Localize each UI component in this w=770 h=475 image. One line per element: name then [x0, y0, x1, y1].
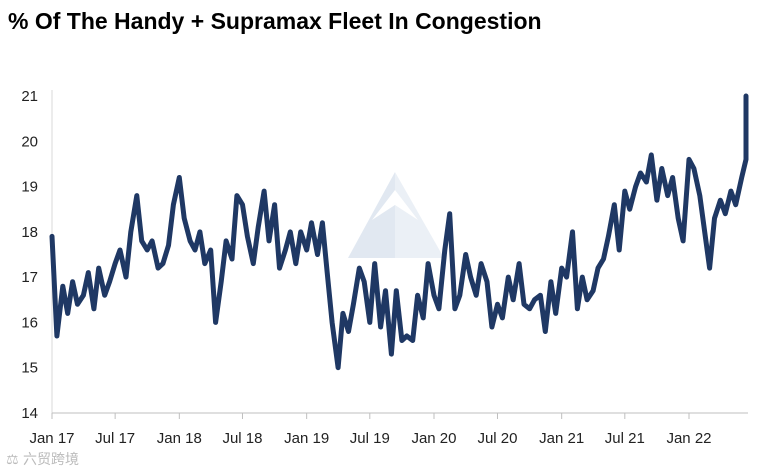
x-tick-label: Jan 18	[157, 430, 202, 447]
x-tick-label: Jul 17	[95, 430, 135, 447]
watermark-text: ⚖︎ 六贸跨境	[6, 452, 80, 468]
x-tick-label: Jul 21	[605, 430, 645, 447]
series-line	[49, 93, 749, 371]
y-tick-label: 21	[21, 88, 38, 105]
x-tick-label: Jan 20	[411, 430, 456, 447]
x-tick-label: Jan 17	[29, 430, 74, 447]
chart-title: % Of The Handy + Supramax Fleet In Conge…	[8, 8, 542, 34]
y-tick-label: 14	[21, 405, 38, 422]
x-tick-label: Jul 18	[222, 430, 262, 447]
y-axis: 14 15 16 17 18 19 20 21	[21, 88, 53, 422]
x-tick-label: Jan 19	[284, 430, 329, 447]
x-axis: Jan 17 Jul 17 Jan 18 Jul 18 Jan 19 Jul 19 Jan …	[29, 412, 748, 447]
y-tick-label: 19	[21, 179, 38, 196]
x-tick-label: Jul 20	[477, 430, 517, 447]
logo-watermark	[348, 172, 444, 258]
y-tick-label: 17	[21, 269, 38, 286]
y-tick-label: 16	[21, 314, 38, 331]
y-tick-label: 20	[21, 133, 38, 150]
x-tick-label: Jan 22	[666, 430, 711, 447]
y-tick-label: 15	[21, 360, 38, 377]
y-tick-label: 18	[21, 224, 38, 241]
x-tick-label: Jul 19	[350, 430, 390, 447]
x-tick-label: Jan 21	[539, 430, 584, 447]
